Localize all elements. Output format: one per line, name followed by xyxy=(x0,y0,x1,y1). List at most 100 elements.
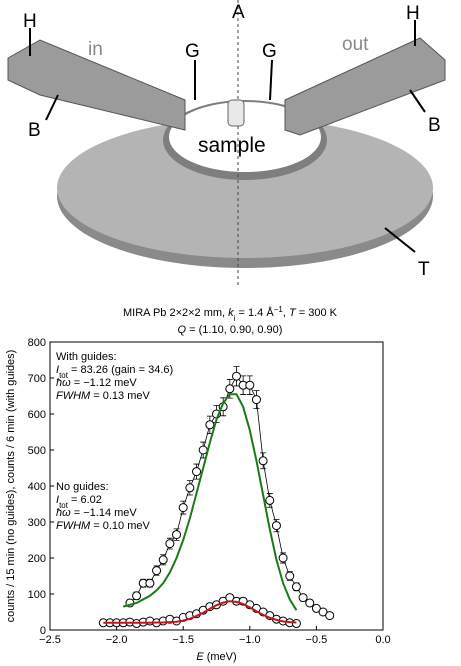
data-point xyxy=(198,445,208,455)
text-part: (meV) xyxy=(204,651,237,663)
x-tick-label: −2.5 xyxy=(39,634,61,646)
text-part: With guides: xyxy=(56,351,117,363)
text-part: I xyxy=(56,494,59,506)
y-axis-label: counts / 15 min (no guides), counts / 6 … xyxy=(5,350,17,623)
arrow xyxy=(409,89,426,113)
data-point xyxy=(145,578,155,588)
x-tick-label: −1.5 xyxy=(172,634,194,646)
text-part: i xyxy=(234,314,236,323)
data-point xyxy=(165,539,175,549)
text-part: k xyxy=(228,307,234,319)
data-point xyxy=(285,571,295,581)
photo-label: in xyxy=(88,39,103,60)
data-point xyxy=(132,591,142,601)
y-tick-label: 600 xyxy=(28,409,46,421)
text-part: = 300 K xyxy=(296,307,338,319)
data-point xyxy=(291,619,301,629)
text-part: No guides: xyxy=(56,481,109,493)
y-tick-label: 100 xyxy=(28,589,46,601)
chart: MIRA Pb 2×2×2 mm, ki = 1.4 Å−1, T = 300 … xyxy=(5,305,391,664)
data-point xyxy=(158,555,168,565)
photo-label: T xyxy=(418,259,430,280)
data-point xyxy=(205,420,215,430)
sample-holder xyxy=(227,99,245,127)
photo-label: A xyxy=(232,2,245,23)
data-point xyxy=(291,582,301,592)
annotation: Itot = 83.26 (gain = 34.6) xyxy=(56,364,173,380)
annotation: No guides: xyxy=(56,481,109,493)
photo-label: G xyxy=(262,41,277,62)
text-part: = 1.4 Å xyxy=(235,306,274,319)
annotation: ħω = −1.14 meV xyxy=(56,507,137,519)
text-part: Q xyxy=(178,324,187,336)
text-part: = −1.14 meV xyxy=(71,507,138,519)
arrow xyxy=(45,94,59,121)
y-tick-label: 300 xyxy=(28,517,46,529)
annotation: With guides: xyxy=(56,351,117,363)
photo-label: H xyxy=(23,11,37,32)
guide-out xyxy=(284,37,446,136)
text-part: = 0.10 meV xyxy=(90,520,150,532)
text-part: E xyxy=(196,651,204,663)
data-point xyxy=(258,456,268,466)
y-tick-label: 700 xyxy=(28,373,46,385)
data-point xyxy=(245,380,255,390)
data-point xyxy=(251,395,261,405)
fit-curve xyxy=(122,393,298,611)
guide-in xyxy=(7,39,186,131)
photo-label: B xyxy=(28,120,41,141)
text-part: I xyxy=(56,364,59,376)
text-part: tot xyxy=(59,501,69,510)
text-part: tot xyxy=(59,371,69,380)
data-point xyxy=(178,503,188,513)
x-axis-label: E (meV) xyxy=(196,651,236,663)
ring-hole xyxy=(169,102,321,172)
y-tick-label: 400 xyxy=(28,481,46,493)
data-point xyxy=(185,483,195,493)
x-tick-label: −2.0 xyxy=(106,634,128,646)
text-part: = 0.13 meV xyxy=(90,390,150,402)
text-part: = 83.26 (gain = 34.6) xyxy=(68,364,173,376)
fit-curve xyxy=(103,600,297,624)
chart-subtitle: Q = (1.10, 0.90, 0.90) xyxy=(178,324,283,336)
data-point xyxy=(265,495,275,505)
x-tick-label: −0.5 xyxy=(306,634,328,646)
data-point xyxy=(271,521,281,531)
annotation: FWHM = 0.13 meV xyxy=(56,390,151,402)
data-point xyxy=(172,530,182,540)
data-line xyxy=(129,375,330,616)
chart-title: MIRA Pb 2×2×2 mm, ki = 1.4 Å−1, T = 300 … xyxy=(123,305,338,323)
text-part: −1 xyxy=(274,305,284,314)
photo-label: sample xyxy=(198,134,266,157)
table-top xyxy=(57,118,433,258)
data-point xyxy=(225,384,235,394)
data-point xyxy=(231,371,241,381)
photo-label: out xyxy=(342,34,369,55)
photo-label: B xyxy=(428,115,441,136)
arrow xyxy=(384,227,416,253)
data-point xyxy=(305,598,315,608)
data-point xyxy=(152,566,162,576)
x-tick-label: 0.0 xyxy=(375,634,390,646)
text-part: ħω xyxy=(56,377,71,389)
text-part: FWHM xyxy=(56,520,91,532)
annotation: FWHM = 0.10 meV xyxy=(56,520,151,532)
x-tick-label: −1.0 xyxy=(239,634,261,646)
y-tick-label: 800 xyxy=(28,337,46,349)
y-tick-label: 500 xyxy=(28,445,46,457)
text-part: = −1.12 meV xyxy=(71,377,138,389)
data-point xyxy=(298,593,308,603)
annotation: ħω = −1.12 meV xyxy=(56,377,137,389)
data-point xyxy=(325,611,335,621)
data-point xyxy=(278,553,288,563)
annotation: Itot = 6.02 xyxy=(56,494,102,510)
text-part: = (1.10, 0.90, 0.90) xyxy=(186,324,282,336)
photo-label: G xyxy=(185,41,200,62)
data-point xyxy=(192,467,202,477)
text-part: , xyxy=(283,307,289,319)
y-tick-label: 200 xyxy=(28,553,46,565)
y-tick-label: 0 xyxy=(40,625,46,637)
text-part: ħω xyxy=(56,507,71,519)
photo-label: H xyxy=(406,3,420,24)
